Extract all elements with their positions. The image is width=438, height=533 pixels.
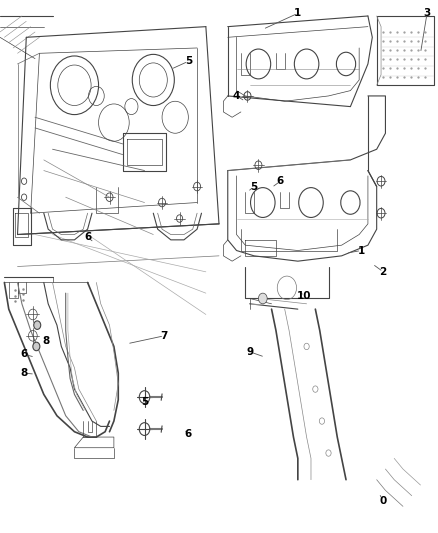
Text: 5: 5 <box>251 182 258 191</box>
Circle shape <box>34 321 41 329</box>
Text: 8: 8 <box>42 336 49 346</box>
Text: 1: 1 <box>294 9 301 18</box>
Text: 9: 9 <box>246 347 253 357</box>
Text: 6: 6 <box>277 176 284 186</box>
Text: 1: 1 <box>358 246 365 255</box>
Text: 6: 6 <box>21 350 28 359</box>
Text: 5: 5 <box>185 56 192 66</box>
Text: 2: 2 <box>380 267 387 277</box>
Text: 7: 7 <box>161 331 168 341</box>
Text: 10: 10 <box>297 291 312 301</box>
Circle shape <box>33 342 40 351</box>
Text: 6: 6 <box>185 430 192 439</box>
Text: 8: 8 <box>21 368 28 378</box>
Circle shape <box>258 293 267 304</box>
Text: 3: 3 <box>424 9 431 18</box>
Text: 0: 0 <box>380 496 387 506</box>
Text: 5: 5 <box>141 398 148 407</box>
Text: 6: 6 <box>84 232 91 242</box>
Text: 4: 4 <box>233 91 240 101</box>
